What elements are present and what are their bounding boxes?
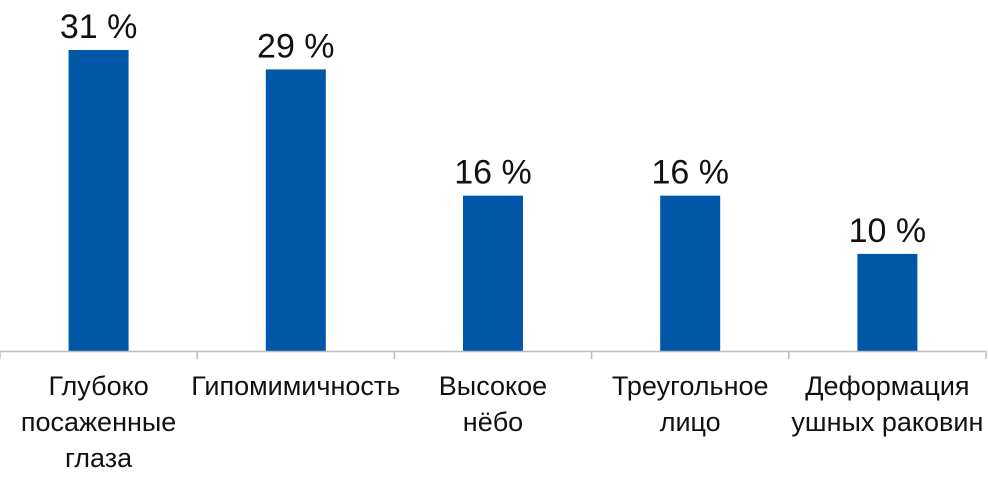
x-tick-label-line: лицо (660, 407, 721, 437)
x-tick-label-line: ушных раковин (791, 407, 983, 437)
x-tick-label: Деформация ушных раковин (791, 371, 983, 437)
value-labels-group: 31 % 29 % 16 % 16 % 10 % (60, 8, 926, 250)
data-label: 31 % (60, 8, 138, 46)
x-tick-label-line: Высокое (439, 371, 547, 401)
x-tick-label: Глубоко посаженные глаза (21, 371, 176, 473)
bars-group (68, 50, 918, 351)
data-label: 16 % (651, 154, 729, 192)
x-axis (0, 350, 987, 359)
x-tick-label-line: Глубоко (48, 371, 148, 401)
x-tick-label: Гипомимичность (191, 371, 400, 401)
x-tick-label-line: посаженные (21, 407, 176, 437)
data-label: 29 % (257, 27, 335, 65)
bar (265, 69, 326, 351)
x-tick-label: Высокое нёбо (439, 371, 547, 437)
x-tick-label-line: глаза (65, 443, 133, 473)
x-tick-label: Треугольное лицо (612, 371, 769, 437)
bar (660, 195, 721, 351)
data-label: 10 % (849, 212, 927, 250)
data-label: 16 % (454, 154, 532, 192)
bar (463, 195, 523, 351)
category-labels-group: Глубоко посаженные глаза Гипомимичность Высо… (21, 371, 984, 473)
x-tick-label-line: Треугольное (612, 371, 769, 401)
x-tick-label-line: Гипомимичность (191, 371, 400, 401)
bar (68, 50, 129, 351)
bar (857, 253, 918, 351)
x-tick-label-line: Деформация (805, 371, 969, 401)
x-tick-label-line: нёбо (463, 407, 523, 437)
